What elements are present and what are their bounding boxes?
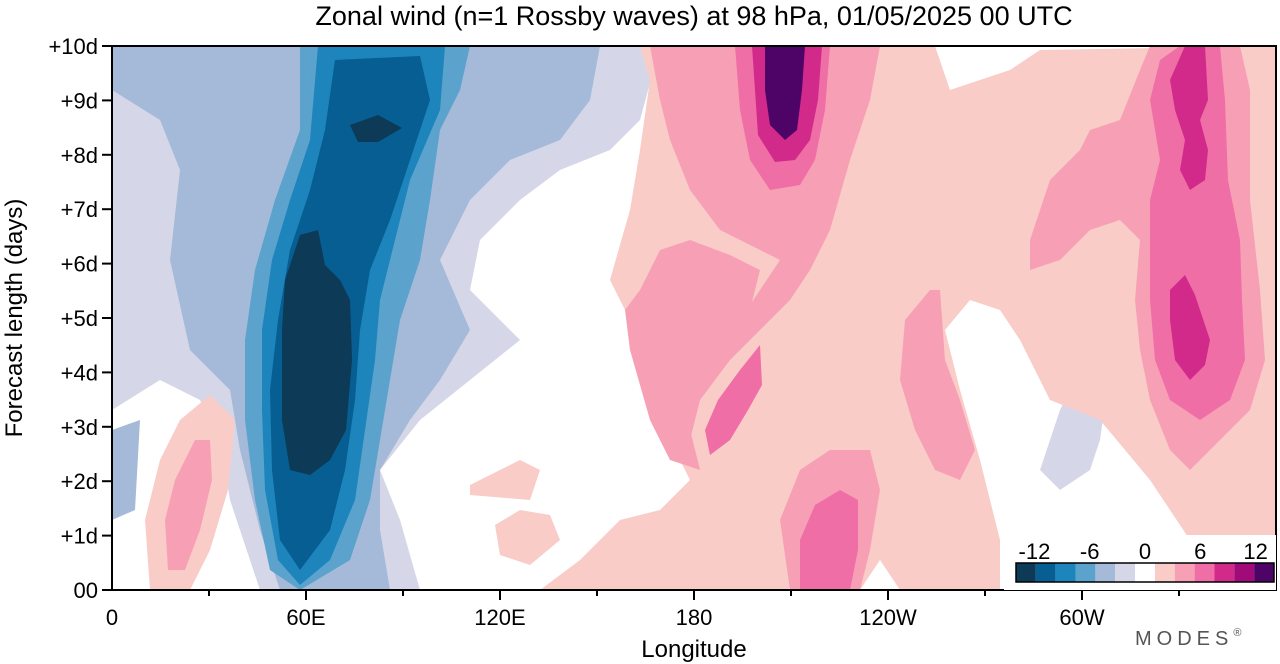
x-tick-label: 0 [106, 605, 118, 630]
colorbar-swatch [1095, 563, 1116, 582]
y-tick-label: 00 [74, 578, 98, 603]
y-axis: 00 +1d +2d +3d +4d +5d +6d +7d +8d +9d +10d [48, 34, 112, 603]
colorbar-swatch [1174, 563, 1195, 582]
y-tick-label: +6d [61, 252, 98, 277]
x-axis: 0 60E 120E 180 120W 60W [106, 590, 1180, 630]
contour-pos-2-mid2 [495, 510, 560, 565]
colorbar-frame [1015, 562, 1275, 583]
chart-title: Zonal wind (n=1 Rossby waves) at 98 hPa,… [315, 1, 1072, 31]
y-tick-label: +1d [61, 524, 98, 549]
y-tick-label: +2d [61, 469, 98, 494]
colorbar-swatches [1015, 562, 1275, 583]
contour-pos-10 [765, 46, 805, 140]
colorbar-tick-label: 6 [1194, 539, 1206, 564]
colorbar-swatch [1055, 563, 1076, 582]
contour-pos-4-b [625, 240, 760, 470]
y-tick-label: +3d [61, 415, 98, 440]
colorbar-tick-label: -6 [1080, 539, 1100, 564]
x-tick-label: 120E [474, 605, 525, 630]
colorbar-labels: -12 -6 0 6 12 [1019, 539, 1268, 564]
contour-pos-6-b [705, 345, 762, 455]
contour-pos-6-c [800, 490, 858, 590]
y-tick-label: +4d [61, 360, 98, 385]
y-tick-label: +7d [61, 197, 98, 222]
contour-neg-12 [282, 230, 352, 475]
contour-pos-8-b [1170, 275, 1210, 380]
colorbar-swatch [1135, 563, 1155, 582]
x-axis-label: Longitude [641, 636, 746, 663]
contour-pos-4-d [900, 290, 975, 480]
contour-pos-8-c [1170, 46, 1208, 190]
contour-pos-2-mid [470, 460, 540, 500]
colorbar-swatch [1075, 563, 1096, 582]
contour-pos-4-left [165, 440, 212, 570]
colorbar-tick-label: -12 [1019, 539, 1051, 564]
colorbar-swatch [1234, 563, 1255, 582]
colorbar-legend: -12 -6 0 6 12 [1004, 535, 1276, 590]
x-tick-label: 180 [676, 605, 713, 630]
y-tick-label: +8d [61, 143, 98, 168]
y-axis-label: Forecast length (days) [1, 199, 28, 438]
colorbar-swatch [1254, 563, 1274, 582]
contour-neg-4-left [112, 420, 140, 520]
contour-neg-12-top [350, 115, 402, 142]
modes-logo-mark: ® [1233, 627, 1246, 639]
colorbar-swatch [1154, 563, 1175, 582]
colorbar-tick-label: 12 [1243, 539, 1267, 564]
x-tick-label: 60E [286, 605, 325, 630]
modes-logo-text: MODES [1135, 628, 1233, 650]
contour-field [112, 46, 1276, 590]
x-tick-label: 120W [859, 605, 917, 630]
colorbar-swatch [1194, 563, 1215, 582]
x-tick-label: 60W [1059, 605, 1104, 630]
y-tick-label: +10d [48, 34, 98, 59]
colorbar-swatch [1035, 563, 1056, 582]
y-tick-label: +9d [61, 88, 98, 113]
y-tick-label: +5d [61, 306, 98, 331]
colorbar-swatch [1214, 563, 1235, 582]
colorbar-swatch [1115, 563, 1136, 582]
colorbar-swatch [1016, 563, 1036, 582]
colorbar-tick-label: 0 [1139, 539, 1151, 564]
modes-logo: MODES® [1135, 627, 1246, 650]
